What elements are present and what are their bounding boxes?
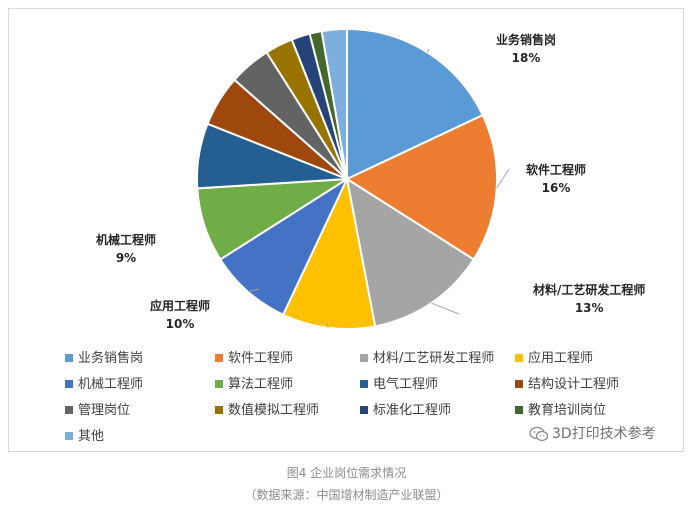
watermark-text: 3D打印技术参考: [552, 426, 656, 442]
slice-label-value: 9%: [115, 251, 137, 265]
legend-item-数值模拟工程师: 数值模拟工程师: [215, 399, 319, 418]
legend-label: 业务销售岗: [78, 351, 144, 366]
slice-label-name: 软件工程师: [526, 163, 587, 177]
slice-label-value: 18%: [511, 51, 541, 65]
chart-frame: 业务销售岗 18% 软件工程师 16% 材料/工艺研发工程师 13% 应用工程师 10% 机械工…: [8, 8, 684, 452]
pie-slice-其他: [320, 27, 348, 180]
pie-slice-软件工程师: [344, 113, 498, 261]
legend-item-应用工程师: 应用工程师: [515, 347, 593, 366]
leader-line-业务销售岗: [426, 48, 430, 53]
legend-label: 数值模拟工程师: [228, 403, 320, 418]
slice-label-value: 13%: [574, 301, 604, 315]
leader-line-软件工程师: [496, 168, 510, 189]
leader-line-材料-工艺研发工程师: [431, 302, 460, 315]
legend-swatch: [515, 353, 523, 362]
legend-label: 标准化工程师: [373, 403, 452, 418]
legend-item-结构设计工程师: 结构设计工程师: [515, 373, 619, 392]
legend-item-教育培训岗位: 教育培训岗位: [515, 399, 606, 418]
legend-swatch: [65, 353, 73, 362]
legend-swatch: [65, 379, 73, 388]
legend-item-算法工程师: 算法工程师: [215, 373, 293, 392]
slice-label-value: 10%: [165, 317, 195, 331]
pie-chart: [196, 27, 510, 330]
legend-swatch: [65, 431, 73, 440]
legend-item-材料-工艺研发工程师: 材料/工艺研发工程师: [360, 347, 494, 366]
slice-label-机械工程师: 机械工程师 9%: [96, 231, 156, 267]
legend-label: 结构设计工程师: [528, 377, 620, 392]
caption-title: 图4 企业岗位需求情况: [286, 466, 407, 480]
slice-label-应用工程师: 应用工程师 10%: [150, 297, 210, 333]
legend-swatch: [215, 379, 223, 388]
pie-slice-材料-工艺研发工程师: [345, 176, 476, 328]
legend-swatch: [360, 405, 368, 414]
legend-item-其他: 其他: [65, 425, 104, 444]
legend-label: 管理岗位: [78, 403, 131, 418]
leader-line-机械工程师: [247, 288, 260, 293]
slice-label-材料-工艺研发工程师: 材料/工艺研发工程师 13%: [533, 281, 645, 317]
legend-swatch: [65, 405, 73, 414]
slice-label-name: 材料/工艺研发工程师: [533, 283, 646, 297]
legend-swatch: [515, 405, 523, 414]
slice-label-name: 业务销售岗: [496, 33, 557, 47]
slice-label-name: 机械工程师: [96, 233, 157, 247]
legend-label: 其他: [78, 429, 105, 444]
slice-label-value: 16%: [541, 181, 571, 195]
slice-label-业务销售岗: 业务销售岗 18%: [496, 31, 556, 67]
legend-label: 算法工程师: [228, 377, 294, 392]
slice-label-name: 应用工程师: [150, 299, 211, 313]
legend-label: 机械工程师: [78, 377, 144, 392]
legend-swatch: [360, 379, 368, 388]
legend-item-业务销售岗: 业务销售岗: [65, 347, 143, 366]
legend-label: 应用工程师: [528, 351, 594, 366]
legend-swatch: [215, 405, 223, 414]
pie-slice-业务销售岗: [346, 27, 485, 181]
legend-item-标准化工程师: 标准化工程师: [360, 399, 451, 418]
legend-item-管理岗位: 管理岗位: [65, 399, 130, 418]
legend-label: 电气工程师: [373, 377, 439, 392]
legend-swatch: [515, 379, 523, 388]
legend-item-电气工程师: 电气工程师: [360, 373, 438, 392]
watermark: 3D打印技术参考: [529, 423, 656, 443]
legend-swatch: [360, 353, 368, 362]
legend-label: 材料/工艺研发工程师: [373, 351, 495, 366]
figure-caption: 图4 企业岗位需求情况 （数据来源：中国增材制造产业联盟）: [0, 462, 693, 506]
legend-item-软件工程师: 软件工程师: [215, 347, 293, 366]
legend-swatch: [215, 353, 223, 362]
legend-item-机械工程师: 机械工程师: [65, 373, 143, 392]
leader-line-应用工程师: [326, 322, 329, 328]
caption-source: （数据来源：中国增材制造产业联盟）: [244, 488, 449, 502]
slice-label-软件工程师: 软件工程师 16%: [526, 161, 586, 197]
legend-label: 教育培训岗位: [528, 403, 607, 418]
wechat-icon: [529, 426, 549, 442]
legend-label: 软件工程师: [228, 351, 294, 366]
